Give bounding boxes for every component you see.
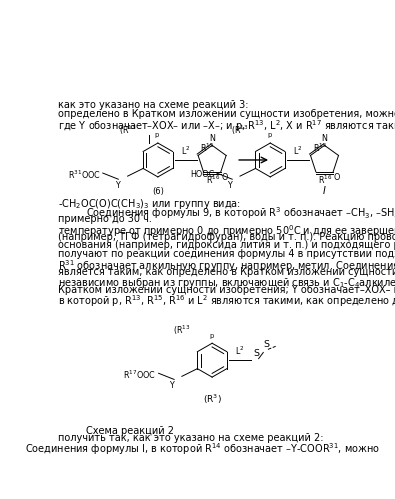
Text: N: N <box>209 134 215 143</box>
Text: S: S <box>263 340 269 349</box>
Text: -CH$_2$OC(O)C(CH$_3$)$_3$ или группу вида:: -CH$_2$OC(O)C(CH$_3$)$_3$ или группу вид… <box>58 197 241 211</box>
Text: N: N <box>322 134 327 143</box>
Text: R$^{16}$: R$^{16}$ <box>318 173 333 186</box>
Text: p: p <box>155 132 159 138</box>
Text: Y: Y <box>228 181 232 190</box>
Text: (например, ТГФ (тетрагидрофуран), воды и т. п.). Реакцию проводят в диапазоне: (например, ТГФ (тетрагидрофуран), воды и… <box>58 232 395 242</box>
Text: I: I <box>323 186 326 196</box>
Text: L$^{2}$: L$^{2}$ <box>293 145 303 157</box>
Text: R$^{15}$: R$^{15}$ <box>200 142 215 154</box>
Text: Кратком изложении сущности изобретения; Y обозначает–ХОХ– или –Х– (где Х: Кратком изложении сущности изобретения; … <box>58 284 395 294</box>
Text: R$^{31}$OOC: R$^{31}$OOC <box>68 168 100 181</box>
Text: p: p <box>209 333 213 339</box>
Text: независимо выбран из группы, включающей связь и С$_1$-С$_4$алкилен, который: независимо выбран из группы, включающей … <box>58 276 395 290</box>
Text: HOOC: HOOC <box>190 170 214 179</box>
Text: температуре от примерно 0 до примерно 50$^{0}$C и для ее завершения необходимо: температуре от примерно 0 до примерно 50… <box>58 223 395 239</box>
Text: L$^{2}$: L$^{2}$ <box>181 145 190 157</box>
Text: как это указано на схеме реакций 3:: как это указано на схеме реакций 3: <box>58 100 248 110</box>
Text: R$^{17}$OOC: R$^{17}$OOC <box>124 369 156 381</box>
Text: определено в Кратком изложении сущности изобретения, можно получить так,: определено в Кратком изложении сущности … <box>58 109 395 119</box>
Text: S: S <box>253 349 259 358</box>
Text: O: O <box>334 173 340 182</box>
Text: Y: Y <box>169 381 174 390</box>
Text: где Y обозначает–ХОХ– или –Х–; и р, R$^{13}$, L$^{2}$, X и R$^{17}$ являются так: где Y обозначает–ХОХ– или –Х–; и р, R$^{… <box>58 118 395 134</box>
Text: R$^{31}$ обозначает алкильную группу, например, метил. Соединения формулы I: R$^{31}$ обозначает алкильную группу, на… <box>58 258 395 274</box>
Text: основания (например, гидроксида лития и т. п.) и подходящего растворителя: основания (например, гидроксида лития и … <box>58 241 395 250</box>
Text: (R$^{13}$: (R$^{13}$ <box>173 324 190 337</box>
Text: O: O <box>222 173 228 182</box>
Text: является таким, как определено в Кратком изложении сущности изобретения) и: является таким, как определено в Кратком… <box>58 267 395 277</box>
Text: Схема реакций 2: Схема реакций 2 <box>86 426 174 436</box>
Text: Y: Y <box>115 181 120 190</box>
Text: (R$^{3}$): (R$^{3}$) <box>203 393 222 406</box>
Text: (6): (6) <box>152 187 164 196</box>
Text: Соединения формулы I, в которой R$^{14}$ обозначает –Y-COOR$^{31}$, можно: Соединения формулы I, в которой R$^{14}$… <box>25 441 380 457</box>
Text: L$^{2}$: L$^{2}$ <box>235 345 245 357</box>
Text: получают по реакции соединения формулы 4 в присутствии подходящего: получают по реакции соединения формулы 4… <box>58 250 395 259</box>
Text: получить так, как это указано на схеме реакций 2:: получить так, как это указано на схеме р… <box>58 433 323 443</box>
Text: примерно до 30 ч.: примерно до 30 ч. <box>58 214 152 224</box>
Text: в которой р, R$^{13}$, R$^{15}$, R$^{16}$ и L$^{2}$ являются такими, как определ: в которой р, R$^{13}$, R$^{15}$, R$^{16}… <box>58 293 395 309</box>
Text: R$^{15}$: R$^{15}$ <box>313 142 327 154</box>
Text: R$^{16}$: R$^{16}$ <box>206 173 220 186</box>
Text: (R$^{13}$: (R$^{13}$ <box>231 123 248 137</box>
Text: p: p <box>267 132 271 138</box>
Text: Соединения формулы 9, в которой R$^{3}$ обозначает –CH$_3$, –SH, –C(O)OC$_2$H$_5: Соединения формулы 9, в которой R$^{3}$ … <box>86 206 395 221</box>
Text: (R$^{13}$: (R$^{13}$ <box>118 123 136 137</box>
